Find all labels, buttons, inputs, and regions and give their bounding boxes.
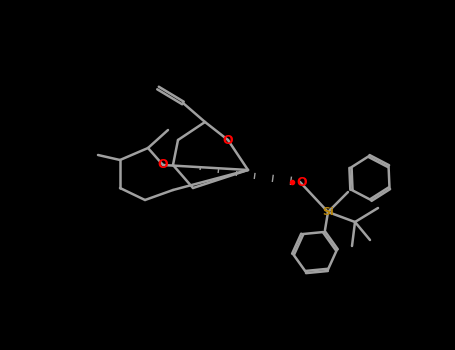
Text: O: O [158, 159, 168, 172]
Text: O: O [222, 133, 233, 147]
Text: O: O [297, 175, 307, 189]
Text: Si: Si [322, 207, 334, 217]
